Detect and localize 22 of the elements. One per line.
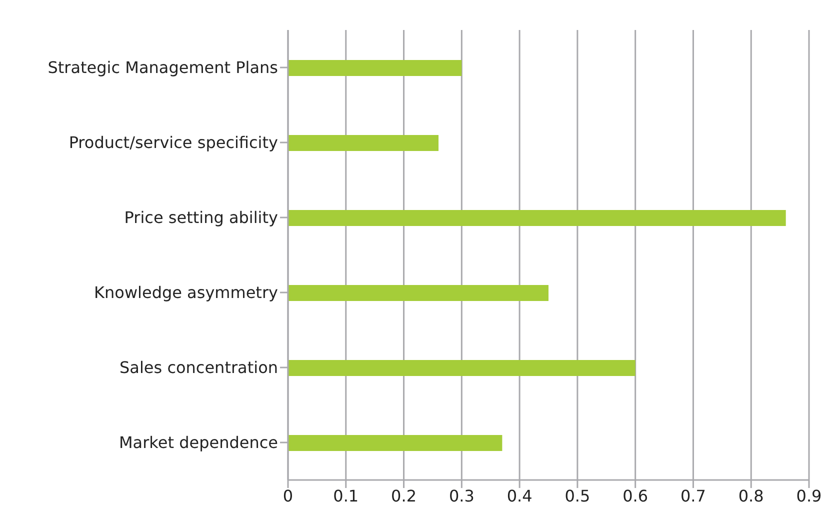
y-tick-label: Market dependence bbox=[118, 433, 278, 452]
bar bbox=[288, 360, 636, 376]
y-tick-label: Product/service specificity bbox=[68, 133, 278, 152]
x-tick-label: 0.9 bbox=[796, 486, 822, 506]
bar bbox=[288, 435, 502, 451]
x-tick-label: 0.2 bbox=[391, 486, 417, 506]
y-tick-label: Knowledge asymmetry bbox=[94, 283, 278, 302]
x-tick-label: 0.5 bbox=[564, 486, 590, 506]
bar bbox=[288, 285, 548, 301]
bar bbox=[288, 60, 462, 76]
bar bbox=[288, 135, 439, 151]
x-tick-label: 0.1 bbox=[333, 486, 359, 506]
y-tick-label: Sales concentration bbox=[120, 358, 278, 378]
x-tick-label: 0.7 bbox=[680, 486, 706, 506]
x-tick-label: 0.3 bbox=[448, 486, 474, 506]
x-tick-label: 0.6 bbox=[622, 486, 648, 506]
y-tick-label: Price setting ability bbox=[124, 208, 278, 228]
bar bbox=[288, 210, 786, 226]
x-tick-label: 0.8 bbox=[738, 486, 764, 506]
x-tick-label: 0 bbox=[282, 486, 294, 506]
x-tick-label: 0.4 bbox=[506, 486, 532, 506]
y-tick-label: Strategic Management Plans bbox=[48, 58, 278, 78]
